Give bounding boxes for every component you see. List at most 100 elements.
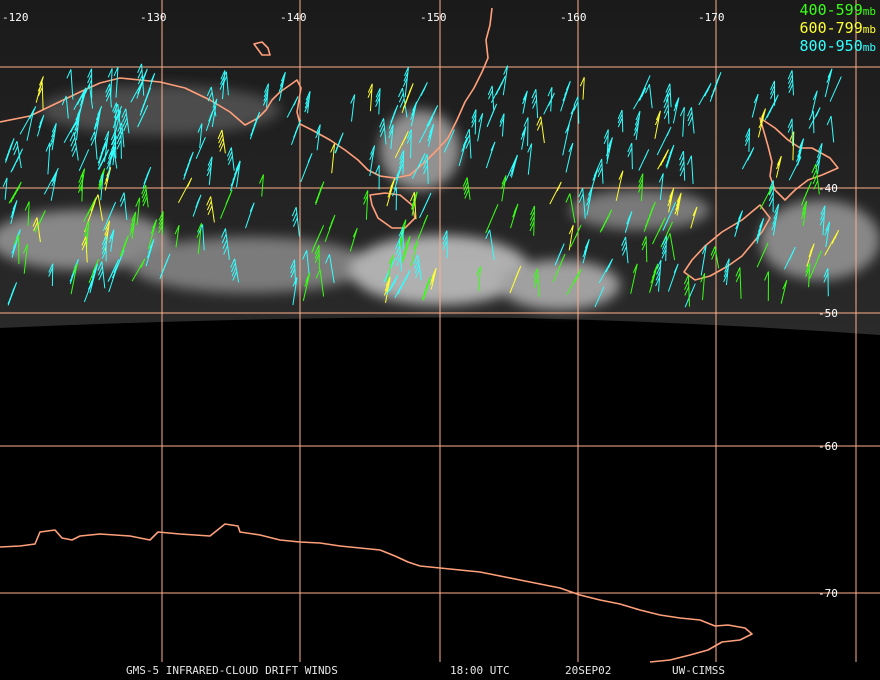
wind-barb [45,142,51,175]
wind-barb [598,258,614,284]
wind-barb [290,259,296,285]
wind-barb [788,156,802,181]
wind-barb [806,243,815,267]
wind-barb [77,173,84,202]
wind-barb [8,181,22,204]
antarctica-coastline [0,523,753,663]
wind-barb [66,69,74,100]
wind-barb [70,263,78,295]
wind-barb [667,263,679,292]
wind-barb [81,236,88,263]
lat-label-50: -50 [818,307,838,320]
wind-barb [206,196,215,223]
wind-barb [392,186,397,211]
wind-barb [73,87,87,110]
wind-barb [410,101,418,127]
wind-barb [367,83,373,112]
wind-barb [195,136,206,159]
wind-barb [509,154,518,178]
wind-barb [290,119,302,145]
wind-barb [302,272,311,302]
wind-barb [302,250,310,274]
wind-barb [487,85,495,110]
wind-barb [107,68,113,98]
wind-barb [683,274,690,307]
pressure-legend: 400-599mb 600-799mb 800-950mb [800,2,876,56]
wind-barb [419,192,432,219]
wind-barb [800,200,808,227]
wind-barb [578,187,586,219]
lon-label-170: -170 [698,11,725,24]
wind-barb [141,184,149,208]
wind-barb [324,214,336,242]
wind-barb [755,217,765,244]
wind-barb [663,93,670,124]
latitude-labels: -40 -50 -60 -70 [818,182,838,600]
wind-barb [197,123,203,149]
legend-unit: mb [862,41,876,54]
wind-barb [520,126,527,150]
wind-barb [409,191,417,220]
legend-range: 600-799 [799,19,863,37]
wind-barb [549,181,562,205]
wind-barb [350,94,356,122]
wind-barb [633,110,641,140]
wind-barb [796,138,805,166]
wind-barb [69,131,79,161]
wind-barb [529,205,535,236]
wind-barb [135,197,141,226]
wind-barb [83,197,97,222]
wind-barb [811,90,818,113]
wind-barb [698,83,712,106]
wind-barb [509,265,522,294]
wind-barb [531,88,539,119]
wind-barb [700,272,706,301]
wind-barb [262,83,269,108]
wind-barb [649,263,659,293]
lat-label-70: -70 [818,587,838,600]
wind-barb [37,82,44,110]
wind-barb [413,254,422,281]
wind-barb [221,71,229,96]
wind-barb [826,115,835,143]
wind-barb [12,140,22,169]
wind-barb [690,206,698,229]
wind-barb [605,137,613,164]
wind-barb [119,192,128,221]
wind-barb [386,178,396,207]
wind-barb [536,116,545,144]
wind-barb [652,217,666,245]
wind-barb [211,98,218,128]
wind-barb [386,274,399,295]
lat-label-40: -40 [818,182,838,195]
wind-barb [235,160,241,188]
wind-barb [510,203,519,229]
wind-barb [102,130,110,162]
wind-barb [679,106,685,137]
wind-barb [787,70,794,96]
wind-barb [145,239,155,267]
tasmania-coastline [369,192,416,229]
wind-barb [83,275,95,303]
wind-barb [93,194,103,221]
wind-barb [824,68,833,98]
wind-barb [476,266,482,292]
wind-barb [527,143,533,175]
wind-barb [386,254,394,282]
legend-item-400-599: 400-599mb [800,2,876,20]
wind-barb [800,181,812,206]
wind-barb [638,75,651,101]
wind-barb [23,243,28,274]
caption-time: 18:00 UTC [450,664,510,677]
wind-barb [48,263,54,287]
wind-barb [410,240,419,267]
wind-barb [823,268,829,297]
wind-barb [90,131,98,160]
wind-barb [662,201,677,231]
wind-barb [751,93,759,118]
wind-barb [94,110,101,140]
caption-source: UW-CIMSS [672,664,725,677]
wind-barb [789,131,795,161]
wind-barb [278,71,286,102]
wind-barb [568,224,574,251]
